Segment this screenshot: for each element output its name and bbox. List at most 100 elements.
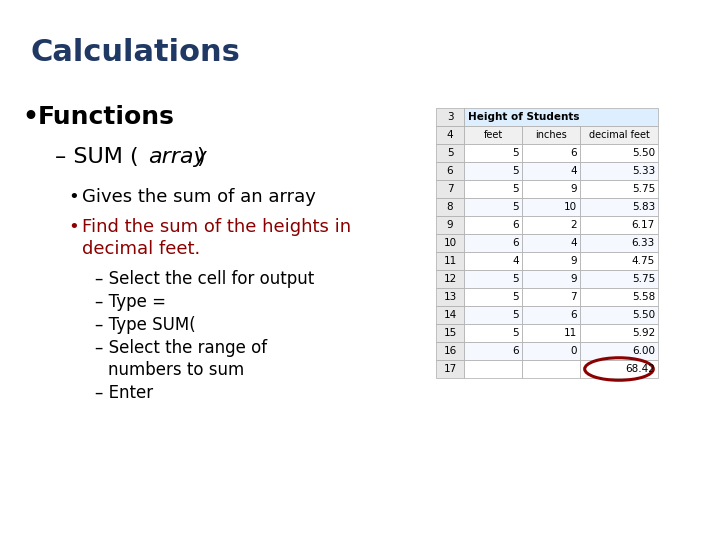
FancyBboxPatch shape	[522, 216, 580, 234]
Text: numbers to sum: numbers to sum	[108, 361, 244, 379]
FancyBboxPatch shape	[436, 234, 464, 252]
FancyBboxPatch shape	[464, 126, 522, 144]
Text: 7: 7	[570, 292, 577, 302]
FancyBboxPatch shape	[464, 342, 522, 360]
Text: feet: feet	[483, 130, 503, 140]
FancyBboxPatch shape	[580, 288, 658, 306]
Text: 5: 5	[513, 292, 519, 302]
FancyBboxPatch shape	[522, 360, 580, 378]
Text: – Enter: – Enter	[95, 384, 153, 402]
FancyBboxPatch shape	[580, 180, 658, 198]
Text: 10: 10	[444, 238, 456, 248]
FancyBboxPatch shape	[436, 108, 464, 126]
Text: 5.33: 5.33	[631, 166, 655, 176]
FancyBboxPatch shape	[522, 234, 580, 252]
Text: •: •	[22, 105, 38, 129]
FancyBboxPatch shape	[436, 342, 464, 360]
Text: 5.92: 5.92	[631, 328, 655, 338]
Text: Find the sum of the heights in: Find the sum of the heights in	[82, 218, 351, 236]
Text: 4: 4	[570, 238, 577, 248]
FancyBboxPatch shape	[580, 234, 658, 252]
Text: 7: 7	[446, 184, 454, 194]
FancyBboxPatch shape	[436, 180, 464, 198]
FancyBboxPatch shape	[436, 126, 464, 144]
FancyBboxPatch shape	[522, 288, 580, 306]
Text: 5.75: 5.75	[631, 184, 655, 194]
Text: 5: 5	[513, 166, 519, 176]
Text: 6: 6	[570, 148, 577, 158]
FancyBboxPatch shape	[580, 360, 658, 378]
FancyBboxPatch shape	[580, 162, 658, 180]
FancyBboxPatch shape	[436, 198, 464, 216]
Text: 6: 6	[570, 310, 577, 320]
Text: 6.00: 6.00	[632, 346, 655, 356]
Text: – Type SUM(: – Type SUM(	[95, 316, 196, 334]
Text: decimal feet.: decimal feet.	[82, 240, 200, 258]
Text: 6.17: 6.17	[631, 220, 655, 230]
Text: 2: 2	[570, 220, 577, 230]
Text: 13: 13	[444, 292, 456, 302]
Text: 4: 4	[446, 130, 454, 140]
FancyBboxPatch shape	[436, 270, 464, 288]
Text: 16: 16	[444, 346, 456, 356]
FancyBboxPatch shape	[464, 252, 522, 270]
Text: 5.83: 5.83	[631, 202, 655, 212]
FancyBboxPatch shape	[464, 108, 658, 126]
Text: 68.42: 68.42	[625, 364, 655, 374]
Text: 10: 10	[564, 202, 577, 212]
FancyBboxPatch shape	[436, 216, 464, 234]
FancyBboxPatch shape	[522, 252, 580, 270]
FancyBboxPatch shape	[522, 324, 580, 342]
Text: 11: 11	[444, 256, 456, 266]
Text: Calculations: Calculations	[30, 38, 240, 67]
Text: 6: 6	[513, 346, 519, 356]
Text: 5.58: 5.58	[631, 292, 655, 302]
FancyBboxPatch shape	[522, 306, 580, 324]
Text: 9: 9	[570, 256, 577, 266]
Text: 15: 15	[444, 328, 456, 338]
Text: 5: 5	[513, 310, 519, 320]
FancyBboxPatch shape	[522, 180, 580, 198]
FancyBboxPatch shape	[580, 270, 658, 288]
Text: 9: 9	[570, 274, 577, 284]
Text: 5.75: 5.75	[631, 274, 655, 284]
Text: 5: 5	[513, 328, 519, 338]
FancyBboxPatch shape	[436, 324, 464, 342]
FancyBboxPatch shape	[522, 270, 580, 288]
FancyBboxPatch shape	[580, 216, 658, 234]
Text: 9: 9	[446, 220, 454, 230]
Text: 5: 5	[513, 274, 519, 284]
Text: 6: 6	[446, 166, 454, 176]
Text: 8: 8	[446, 202, 454, 212]
Text: 0: 0	[570, 346, 577, 356]
Text: decimal feet: decimal feet	[588, 130, 649, 140]
Text: – SUM (: – SUM (	[55, 147, 139, 167]
Text: 5: 5	[446, 148, 454, 158]
FancyBboxPatch shape	[580, 198, 658, 216]
FancyBboxPatch shape	[580, 144, 658, 162]
Text: – Select the range of: – Select the range of	[95, 339, 267, 357]
Text: 5: 5	[513, 148, 519, 158]
FancyBboxPatch shape	[580, 324, 658, 342]
FancyBboxPatch shape	[464, 270, 522, 288]
Text: 4: 4	[570, 166, 577, 176]
Text: Gives the sum of an array: Gives the sum of an array	[82, 188, 316, 206]
Text: 4.75: 4.75	[631, 256, 655, 266]
Text: Height of Students: Height of Students	[468, 112, 580, 122]
FancyBboxPatch shape	[464, 162, 522, 180]
FancyBboxPatch shape	[580, 342, 658, 360]
Text: array: array	[148, 147, 207, 167]
FancyBboxPatch shape	[464, 234, 522, 252]
Text: 6.33: 6.33	[631, 238, 655, 248]
FancyBboxPatch shape	[522, 126, 580, 144]
Text: 6: 6	[513, 220, 519, 230]
FancyBboxPatch shape	[522, 198, 580, 216]
FancyBboxPatch shape	[580, 306, 658, 324]
Text: 9: 9	[570, 184, 577, 194]
FancyBboxPatch shape	[436, 252, 464, 270]
FancyBboxPatch shape	[436, 288, 464, 306]
FancyBboxPatch shape	[464, 306, 522, 324]
FancyBboxPatch shape	[522, 162, 580, 180]
FancyBboxPatch shape	[464, 360, 522, 378]
FancyBboxPatch shape	[464, 216, 522, 234]
